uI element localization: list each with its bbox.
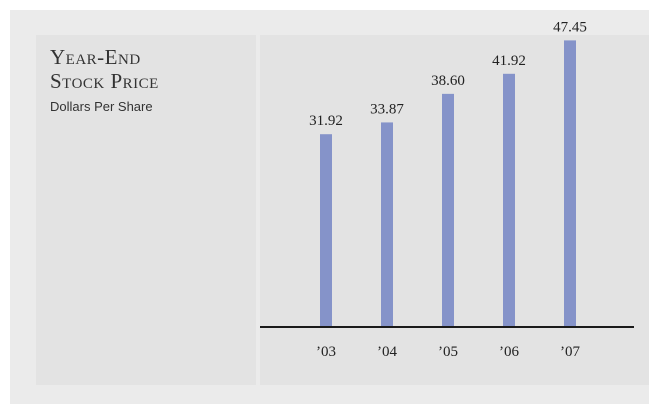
chart-title-line-1: Year-End <box>50 45 141 69</box>
x-tick-label-3: ’06 <box>499 344 519 360</box>
title-panel: Year-End Stock Price Dollars Per Share <box>36 35 256 385</box>
value-label-0: 31.92 <box>309 113 343 129</box>
bar-3 <box>503 73 515 328</box>
x-tick-label-1: ’04 <box>377 344 397 360</box>
value-label-4: 47.45 <box>553 19 587 35</box>
chart-subtitle: Dollars Per Share <box>50 99 153 114</box>
x-tick-label-2: ’05 <box>438 344 458 360</box>
bar-0 <box>320 134 332 327</box>
value-label-1: 33.87 <box>370 101 404 117</box>
x-tick-label-0: ’03 <box>316 344 336 360</box>
bar-4 <box>564 40 576 327</box>
value-label-2: 38.60 <box>431 73 465 89</box>
x-tick-label-4: ’07 <box>560 344 580 360</box>
value-label-3: 41.92 <box>492 53 526 69</box>
bar-2 <box>442 93 454 327</box>
chart-title-line-2: Stock Price <box>50 69 159 93</box>
bar-1 <box>381 122 393 327</box>
